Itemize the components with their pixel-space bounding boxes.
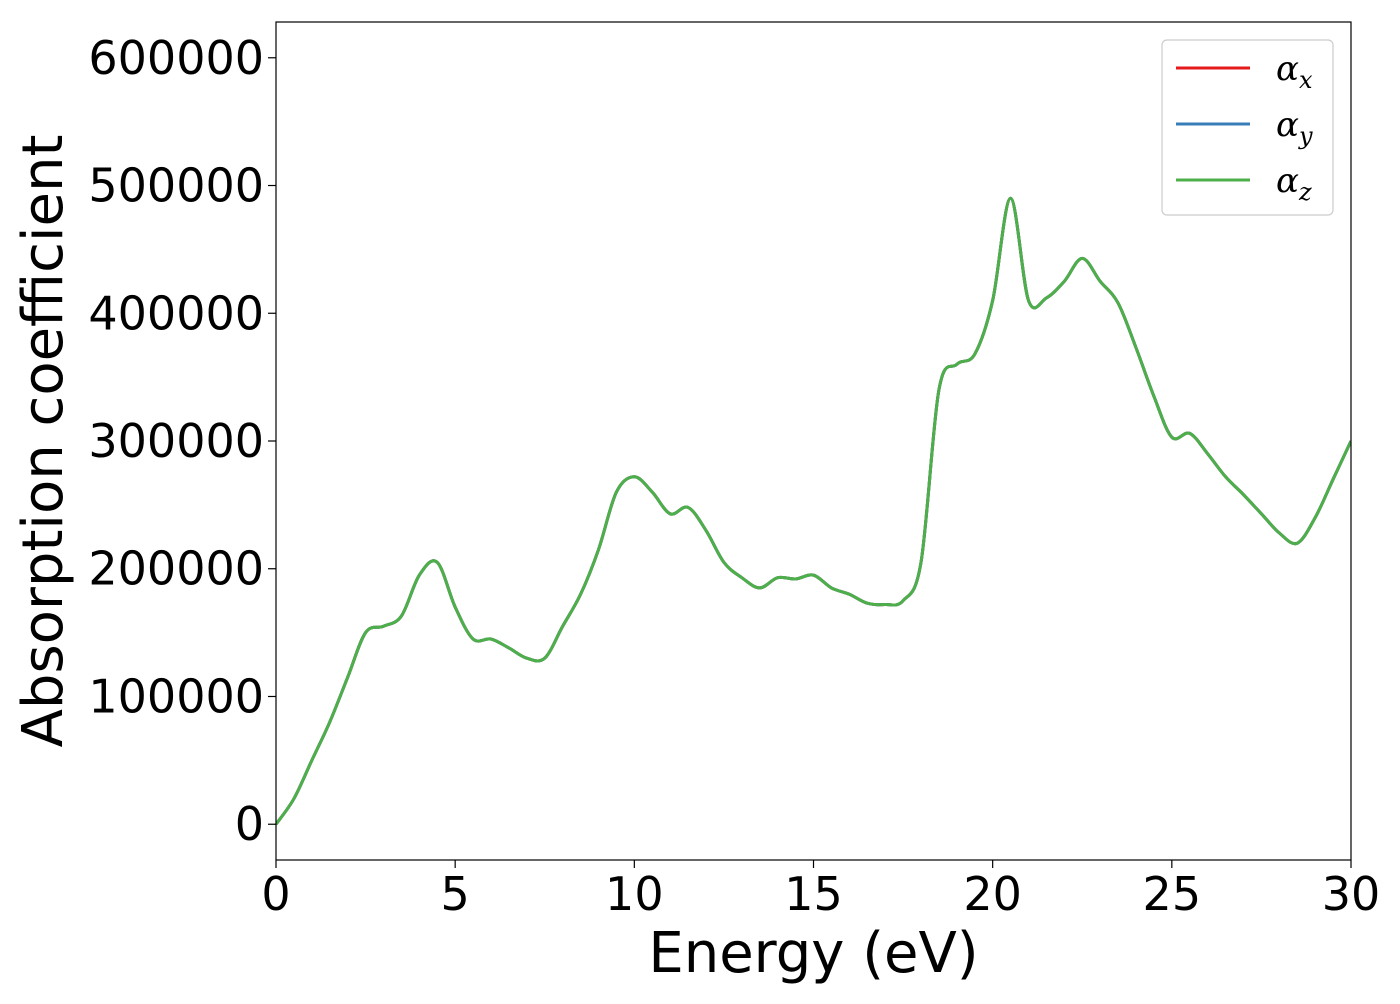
legend-label-z: αz: [1276, 161, 1312, 206]
legend-label-y: αy: [1276, 105, 1313, 150]
y-axis: 0 100000 200000 300000 400000 500000 600000: [88, 31, 276, 851]
y-tick-label: 500000: [88, 159, 264, 213]
series-line-z: [276, 196, 1351, 826]
x-tick-label: 15: [784, 867, 843, 921]
x-tick-label: 20: [963, 867, 1022, 921]
legend-label-x: αx: [1276, 49, 1313, 94]
series-line-x: [276, 196, 1351, 826]
y-tick-label: 200000: [88, 542, 264, 596]
legend: αx αy αz: [1161, 39, 1334, 216]
y-tick-label: 300000: [88, 414, 264, 468]
x-tick-label: 10: [605, 867, 664, 921]
x-tick-label: 30: [1322, 867, 1381, 921]
y-tick-label: 400000: [88, 286, 264, 340]
y-axis-title: Absorption coefficient: [11, 135, 76, 748]
y-tick-label: 600000: [88, 31, 264, 85]
x-axis-title: Energy (eV): [648, 921, 978, 986]
legend-box: [1161, 39, 1334, 216]
series-line-y: [276, 196, 1351, 826]
x-axis: 0 5 10 15 20 25 30: [261, 860, 1380, 921]
x-tick-label: 5: [441, 867, 470, 921]
series-layer: [276, 196, 1351, 826]
y-tick-label: 100000: [88, 669, 264, 723]
y-tick-label: 0: [235, 797, 264, 851]
x-tick-label: 0: [261, 867, 290, 921]
x-tick-label: 25: [1143, 867, 1202, 921]
